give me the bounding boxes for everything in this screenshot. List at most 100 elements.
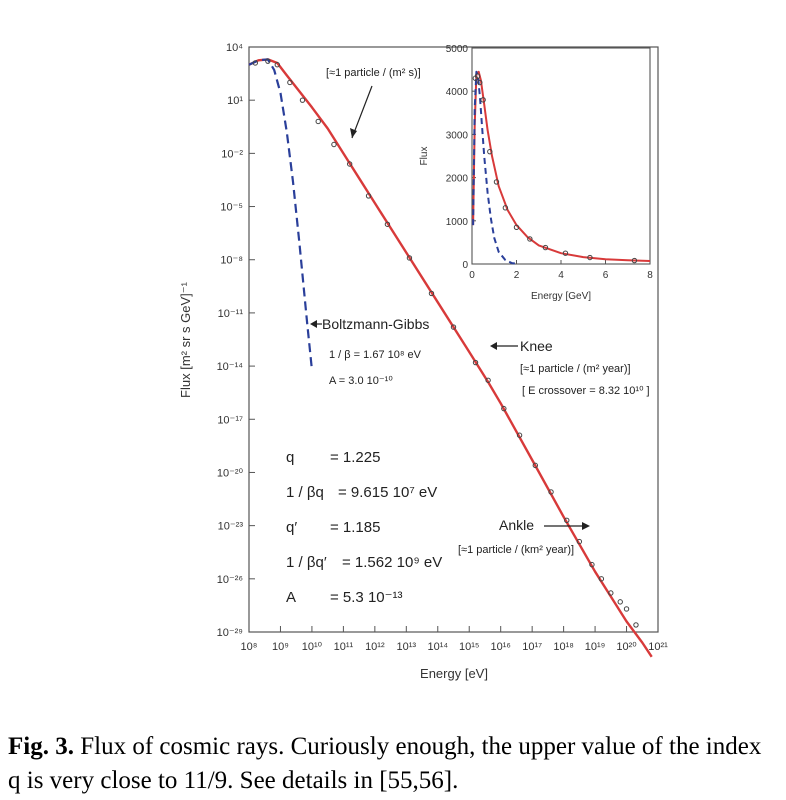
main-data-point [406, 255, 413, 261]
main-y-tick-label: 10⁻¹¹ [218, 308, 244, 320]
main-x-tick-label: 10¹³ [397, 641, 417, 653]
inset-data-point [631, 257, 638, 264]
inset-x-tick-label: 6 [603, 270, 609, 281]
main-data-point [501, 405, 507, 412]
main-data-point [576, 538, 583, 545]
annotation-arrowhead-m2s [350, 128, 357, 138]
main-data-point [623, 606, 630, 612]
main-x-tick-label: 10¹¹ [334, 641, 354, 653]
annotation-arrowhead-bg [310, 320, 317, 328]
annotation-ankle: Ankle [499, 517, 534, 533]
param-a-label: A [286, 589, 296, 606]
inset-plot-frame [471, 47, 651, 265]
main-y-tick-label: 10⁻²⁹ [217, 627, 243, 639]
main-data-point [598, 576, 605, 582]
inset-tsallis-line [472, 70, 651, 262]
inset-data-point [502, 205, 509, 211]
main-x-tick-label: 10⁹ [272, 641, 289, 653]
main-data-point [472, 359, 479, 366]
main-y-tick-label: 10⁻¹⁴ [217, 361, 244, 373]
figure-caption: Fig. 3. Flux of cosmic rays. Curiously e… [8, 730, 780, 798]
main-y-tick-labels: 10⁴ 10¹ 10⁻² 10⁻⁵ 10⁻⁸ 10⁻¹¹ 10⁻¹⁴ 10⁻¹⁷ 10⁻²⁰ 10… [217, 42, 255, 639]
inset-y-axis-label: Flux [419, 147, 430, 166]
param-beta-q-prime-value: = 1.562 10⁹ eV [342, 554, 442, 571]
main-x-tick-label: 10¹⁰ [302, 641, 323, 653]
inset-y-tick-label: 2000 [446, 174, 469, 185]
param-beta-q-label: 1 / βq [286, 484, 324, 501]
main-y-tick-label: 10⁴ [226, 42, 243, 54]
caption-label: Fig. 3. [8, 733, 74, 760]
main-x-tick-label: 10²⁰ [616, 641, 637, 653]
main-data-point [608, 590, 614, 596]
main-x-tick-label: 10²¹ [648, 641, 668, 653]
annotation-arrowhead-ankle [582, 522, 590, 530]
main-x-tick-label: 10¹⁶ [490, 641, 510, 653]
inset-data-point [493, 179, 500, 185]
main-x-tick-label: 10⁸ [241, 641, 258, 653]
inset-y-tick-label: 3000 [446, 130, 469, 141]
inset-y-tick-label: 4000 [446, 87, 469, 98]
main-x-tick-label: 10¹⁸ [553, 641, 574, 653]
inset-data-point [527, 236, 533, 242]
inset-data-points [472, 73, 638, 264]
annotation-arrow-m2s [351, 85, 373, 139]
main-x-tick-label: 10¹⁵ [459, 641, 479, 653]
tsallis-fit-line [248, 58, 653, 658]
inset-series-lines [472, 70, 651, 265]
param-q-prime-label: q′ [286, 519, 297, 536]
annotation-particle-per-m2year: [≈1 particle / (m² year)] [520, 363, 631, 375]
main-data-point [532, 462, 538, 469]
annotation-bg-beta: 1 / β = 1.67 10⁸ eV [329, 349, 422, 361]
main-y-tick-label: 10⁻²³ [218, 521, 244, 533]
main-data-point [287, 79, 293, 86]
main-y-tick-label: 10¹ [227, 95, 243, 107]
main-data-point [274, 62, 281, 68]
main-y-axis-label: Flux [m² sr s GeV]⁻¹ [178, 281, 193, 398]
annotation-boltzmann-gibbs: Boltzmann-Gibbs [322, 316, 429, 332]
main-y-tick-label: 10⁻¹⁷ [217, 414, 243, 426]
param-q-label: q [286, 449, 294, 466]
main-y-tick-label: 10⁻²⁰ [217, 467, 244, 479]
main-data-point [346, 161, 353, 167]
main-y-tick-label: 10⁻²⁶ [217, 574, 243, 586]
inset-x-tick-label: 8 [647, 270, 653, 281]
main-y-tick-label: 10⁻⁸ [220, 255, 243, 267]
main-x-tick-label: 10¹² [365, 641, 385, 653]
inset-y-tick-label: 5000 [446, 44, 469, 55]
inset-data-point [487, 148, 493, 155]
main-data-point [315, 118, 321, 125]
inset-x-tick-label: 0 [469, 270, 475, 281]
caption-text: Flux of cosmic rays. Curiously enough, t… [8, 733, 762, 794]
main-y-tick-label: 10⁻⁵ [220, 202, 243, 214]
inset-data-point [477, 79, 483, 86]
main-data-point [633, 622, 639, 628]
annotation-particle-per-m2s: [≈1 particle / (m² s)] [326, 67, 421, 79]
fit-parameters: q = 1.225 1 / βq = 9.615 10⁷ eV q′ = 1.1… [286, 449, 442, 606]
main-x-axis-label: Energy [eV] [420, 666, 488, 681]
main-data-point [485, 377, 491, 383]
main-data-point [617, 599, 623, 605]
main-data-point [365, 193, 372, 199]
main-data-points [252, 58, 639, 628]
main-x-tick-label: 10¹⁴ [427, 641, 448, 653]
main-data-point [516, 432, 523, 438]
inset-data-point [474, 73, 481, 79]
main-data-point [331, 141, 337, 148]
main-data-point [252, 60, 258, 66]
param-beta-q-prime-label: 1 / βq′ [286, 554, 327, 571]
main-data-point [450, 324, 457, 330]
main-y-tick-label: 10⁻² [221, 148, 243, 160]
inset-data-point [587, 254, 593, 261]
inset-y-tick-label: 1000 [446, 217, 469, 228]
annotation-e-crossover: [ E crossover = 8.32 10¹⁰ ] [522, 385, 650, 397]
param-q-prime-value: = 1.185 [330, 519, 380, 536]
main-data-point [384, 221, 391, 227]
main-data-point [428, 290, 435, 297]
inset-data-point [562, 250, 569, 256]
inset-data-point [542, 244, 549, 251]
inset-y-tick-label: 0 [462, 260, 468, 271]
annotation-knee: Knee [520, 338, 553, 354]
annotation-arrowhead-knee [490, 342, 497, 350]
cosmic-ray-flux-figure: 10⁸ 10⁹ 10¹⁰ 10¹¹ 10¹² 10¹³ 10¹⁴ 10¹⁵ 10¹⁶ 10¹⁷ 10… [178, 42, 668, 681]
inset-x-tick-label: 4 [558, 270, 564, 281]
